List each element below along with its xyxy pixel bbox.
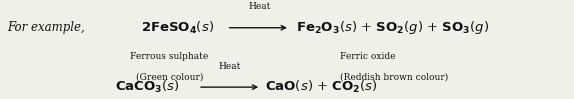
Text: For example,: For example, bbox=[7, 21, 84, 34]
Text: Heat: Heat bbox=[219, 62, 241, 71]
Text: $\mathbf{CaO}$$(s)$ + $\mathbf{CO_2}$$(s)$: $\mathbf{CaO}$$(s)$ + $\mathbf{CO_2}$$(s… bbox=[265, 79, 378, 95]
Text: (Green colour): (Green colour) bbox=[135, 73, 203, 82]
Text: $\mathbf{CaCO_3}$$(s)$: $\mathbf{CaCO_3}$$(s)$ bbox=[115, 79, 180, 95]
Text: Ferrous sulphate: Ferrous sulphate bbox=[130, 52, 208, 61]
Text: $\mathbf{Fe_2O_3}$$(s)$ + $\mathbf{SO_2}$$(g)$ + $\mathbf{SO_3}$$(g)$: $\mathbf{Fe_2O_3}$$(s)$ + $\mathbf{SO_2}… bbox=[296, 19, 489, 36]
Text: Heat: Heat bbox=[249, 2, 270, 11]
Text: (Reddish brown colour): (Reddish brown colour) bbox=[340, 73, 448, 82]
Text: $\mathbf{2FeSO_4}$$(s)$: $\mathbf{2FeSO_4}$$(s)$ bbox=[141, 20, 214, 36]
Text: Ferric oxide: Ferric oxide bbox=[340, 52, 395, 61]
